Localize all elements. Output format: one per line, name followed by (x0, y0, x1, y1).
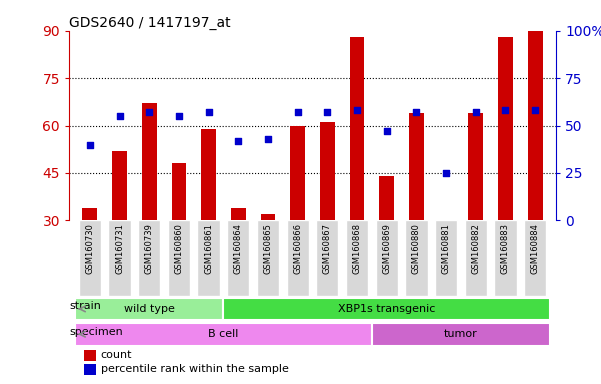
FancyBboxPatch shape (138, 220, 160, 296)
FancyBboxPatch shape (79, 220, 101, 296)
Point (204, 109, 213, 115)
Point (85, 141, 95, 147)
FancyBboxPatch shape (316, 220, 338, 296)
Text: GSM160739: GSM160739 (145, 223, 154, 273)
Bar (320, 122, 335, 220)
FancyBboxPatch shape (376, 220, 398, 296)
FancyBboxPatch shape (75, 323, 372, 346)
Point (441, 170, 451, 176)
FancyBboxPatch shape (372, 323, 550, 346)
Bar (82, 208, 97, 220)
Bar (261, 214, 275, 220)
FancyBboxPatch shape (168, 220, 190, 296)
Text: GSM160865: GSM160865 (263, 223, 272, 273)
Point (501, 107, 510, 113)
Point (293, 109, 302, 115)
Point (144, 109, 154, 115)
FancyBboxPatch shape (75, 298, 224, 320)
Point (530, 107, 540, 113)
Text: B cell: B cell (209, 329, 239, 339)
Bar (112, 151, 127, 220)
FancyBboxPatch shape (227, 220, 249, 296)
Text: GSM160881: GSM160881 (442, 223, 451, 273)
Text: GSM160880: GSM160880 (412, 223, 421, 273)
Text: GSM160868: GSM160868 (353, 223, 362, 274)
Text: GSM160869: GSM160869 (382, 223, 391, 273)
Text: tumor: tumor (444, 329, 478, 339)
Point (323, 109, 332, 115)
Bar (409, 113, 424, 220)
Text: GSM160867: GSM160867 (323, 223, 332, 274)
FancyBboxPatch shape (405, 220, 427, 296)
Bar (350, 37, 364, 220)
Point (382, 128, 391, 134)
FancyBboxPatch shape (495, 220, 517, 296)
Bar (498, 37, 513, 220)
Bar (84, 364, 96, 375)
Point (174, 113, 184, 119)
Text: percentile rank within the sample: percentile rank within the sample (101, 364, 288, 374)
Text: GSM160861: GSM160861 (204, 223, 213, 273)
Text: GSM160866: GSM160866 (293, 223, 302, 274)
Bar (231, 208, 246, 220)
Bar (290, 126, 305, 220)
FancyBboxPatch shape (108, 220, 130, 296)
Text: specimen: specimen (69, 327, 123, 337)
FancyBboxPatch shape (198, 220, 220, 296)
Bar (379, 176, 394, 220)
Point (115, 113, 124, 119)
Text: GSM160884: GSM160884 (531, 223, 540, 273)
Bar (84, 350, 96, 361)
FancyBboxPatch shape (287, 220, 309, 296)
FancyBboxPatch shape (435, 220, 457, 296)
Point (412, 109, 421, 115)
FancyBboxPatch shape (224, 298, 550, 320)
Bar (201, 129, 216, 220)
FancyBboxPatch shape (257, 220, 279, 296)
Point (471, 109, 481, 115)
Text: GSM160883: GSM160883 (501, 223, 510, 274)
Text: GSM160882: GSM160882 (471, 223, 480, 273)
Bar (528, 31, 543, 220)
Point (263, 136, 273, 142)
Point (352, 107, 362, 113)
Text: GSM160731: GSM160731 (115, 223, 124, 273)
Text: count: count (101, 350, 132, 360)
Point (234, 137, 243, 144)
Text: GDS2640 / 1417197_at: GDS2640 / 1417197_at (69, 16, 231, 30)
Text: strain: strain (69, 301, 102, 311)
Bar (142, 103, 157, 220)
Text: GSM160860: GSM160860 (174, 223, 183, 273)
Bar (468, 113, 483, 220)
Text: GSM160730: GSM160730 (85, 223, 94, 273)
Text: GSM160864: GSM160864 (234, 223, 243, 273)
FancyBboxPatch shape (465, 220, 487, 296)
FancyBboxPatch shape (346, 220, 368, 296)
Text: wild type: wild type (124, 304, 175, 314)
FancyBboxPatch shape (524, 220, 546, 296)
Bar (171, 164, 186, 220)
Text: XBP1s transgenic: XBP1s transgenic (338, 304, 435, 314)
